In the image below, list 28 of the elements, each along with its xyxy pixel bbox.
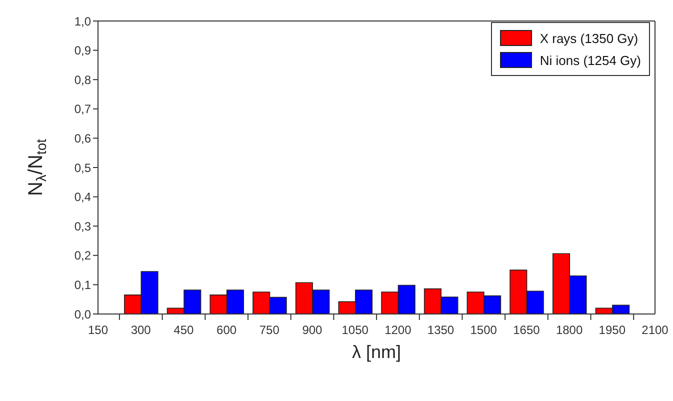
y-tick-label: 0,6 xyxy=(74,131,92,146)
x-tick-label: 300 xyxy=(130,323,152,337)
x-tick-label: 750 xyxy=(259,323,280,337)
y-tick-label: 0,4 xyxy=(74,190,92,204)
x-tick-label: 1350 xyxy=(427,323,454,337)
x-tick-label: 1950 xyxy=(598,323,626,337)
x-tick-label: 450 xyxy=(174,323,194,337)
x-tick-label: 1800 xyxy=(556,323,583,337)
y-tick-label: 0,9 xyxy=(74,44,92,58)
x-tick-label: 1050 xyxy=(342,323,369,337)
y-tick-label: 0,7 xyxy=(74,102,92,116)
x-tick-label: 2100 xyxy=(642,323,669,337)
y-tick-label: 0,0 xyxy=(74,307,92,322)
y-tick-label: 0,8 xyxy=(74,72,92,87)
x-axis-title: λ [nm] xyxy=(352,342,402,362)
y-tick-label: 1,0 xyxy=(74,14,92,28)
y-tick-label: 0,2 xyxy=(74,248,92,263)
legend-label: Ni ions (1254 Gy) xyxy=(540,52,641,68)
y-tick-label: 0,5 xyxy=(74,160,92,175)
x-tick-label: 150 xyxy=(88,323,108,337)
x-tick-label: 1500 xyxy=(470,323,498,337)
x-tick-label: 1650 xyxy=(513,323,540,337)
y-tick-label: 0,3 xyxy=(74,219,92,234)
x-tick-label: 900 xyxy=(302,323,323,337)
x-tick-label: 1200 xyxy=(384,323,412,337)
x-tick-label: 600 xyxy=(216,323,237,337)
y-tick-label: 0,1 xyxy=(74,278,92,292)
legend-label: X rays (1350 Gy) xyxy=(540,30,638,46)
